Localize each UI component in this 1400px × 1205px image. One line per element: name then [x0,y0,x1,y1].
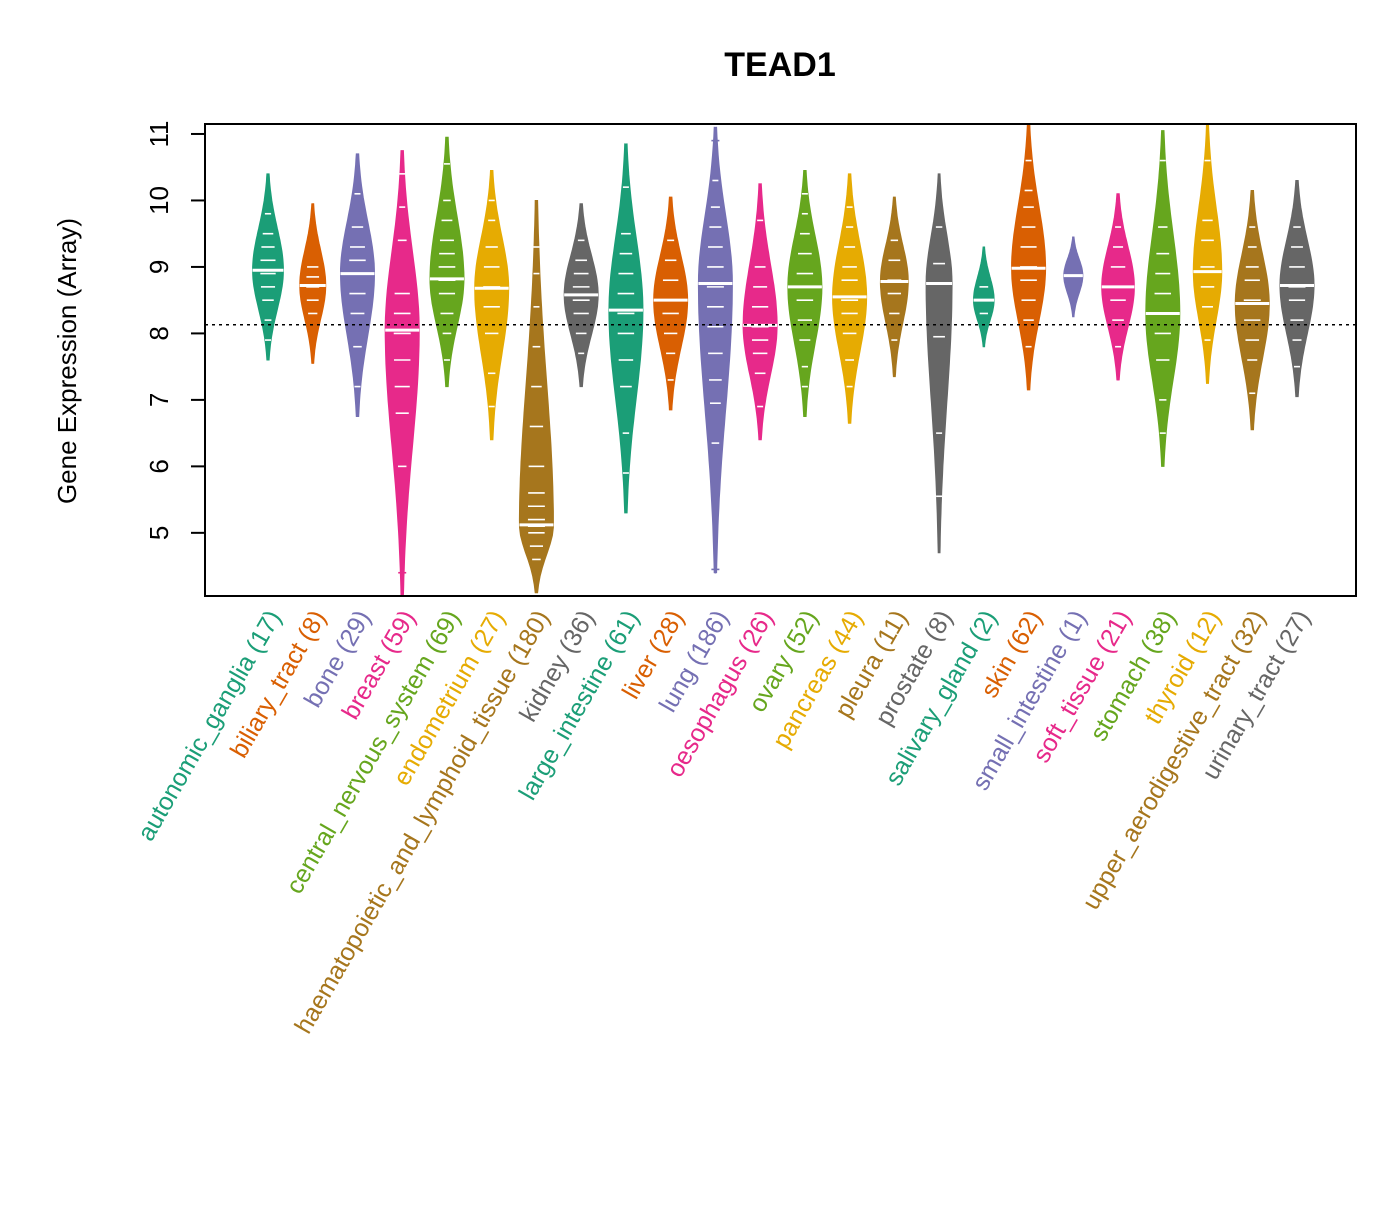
violin-shape [429,136,465,388]
violin-shape [1145,130,1181,467]
violin-shape [697,126,733,574]
violin-shape [340,153,376,418]
violin-skin [1011,123,1047,391]
violin-shape [1192,123,1223,384]
violin-shape [252,173,284,361]
violin-shape [742,183,778,441]
violin-large-intestine [608,143,644,514]
violin-shape [925,173,953,554]
violin-pancreas [832,173,868,424]
violin-urinary-tract [1279,179,1315,398]
y-tick-label: 8 [144,326,174,340]
y-tick-label: 11 [144,120,174,147]
violin-stomach [1145,130,1181,467]
y-tick-label: 10 [144,186,174,215]
violin-shape [608,143,644,514]
y-axis-label: Gene Expression (Array) [52,218,82,504]
violin-shape [474,169,510,441]
violin-endometrium [474,169,510,441]
violin-central-nervous-system [429,136,465,388]
violin-upper-aerodigestive-tract [1234,189,1270,431]
violin-liver [653,196,689,411]
violin-shape [832,173,868,424]
violin-shape [518,199,554,594]
violin-lung [697,126,733,574]
violin-breast [384,150,420,597]
violin-soft-tissue [1101,193,1135,381]
violin-autonomic-ganglia [252,173,284,361]
y-tick-label: 6 [144,459,174,473]
violin-group [252,123,1315,597]
violin-haematopoietic-and-lymphoid-tissue [518,199,554,594]
violin-thyroid [1192,123,1223,384]
violin-shape [787,169,823,418]
y-tick-label: 9 [144,260,174,274]
violin-ovary [787,169,823,418]
chart-title: TEAD1 [724,46,835,84]
violin-bone [340,153,376,418]
violin-shape [973,246,995,348]
y-axis: 5 6 7 8 9 10 11 [144,120,206,540]
violin-shape [384,150,420,597]
violin-shape [1279,179,1315,398]
x-axis-category-labels: autonomic_ganglia (17)biliary_tract (8)b… [132,606,1316,1039]
violin-oesophagus [742,183,778,441]
violin-prostate [925,173,953,554]
y-tick-label: 5 [144,526,174,540]
violin-pleura [879,196,909,378]
violin-shape [1234,189,1270,431]
violin-shape [1011,123,1047,391]
violin-biliary-tract [299,203,327,364]
violin-small-intestine [1063,236,1084,318]
violin-salivary-gland [973,246,995,348]
violin-shape [299,203,327,364]
plot-area-frame [204,123,1357,597]
y-tick-label: 7 [144,393,174,407]
violin-shape [653,196,689,411]
violin-kidney [563,203,599,388]
violin-shape [879,196,909,378]
